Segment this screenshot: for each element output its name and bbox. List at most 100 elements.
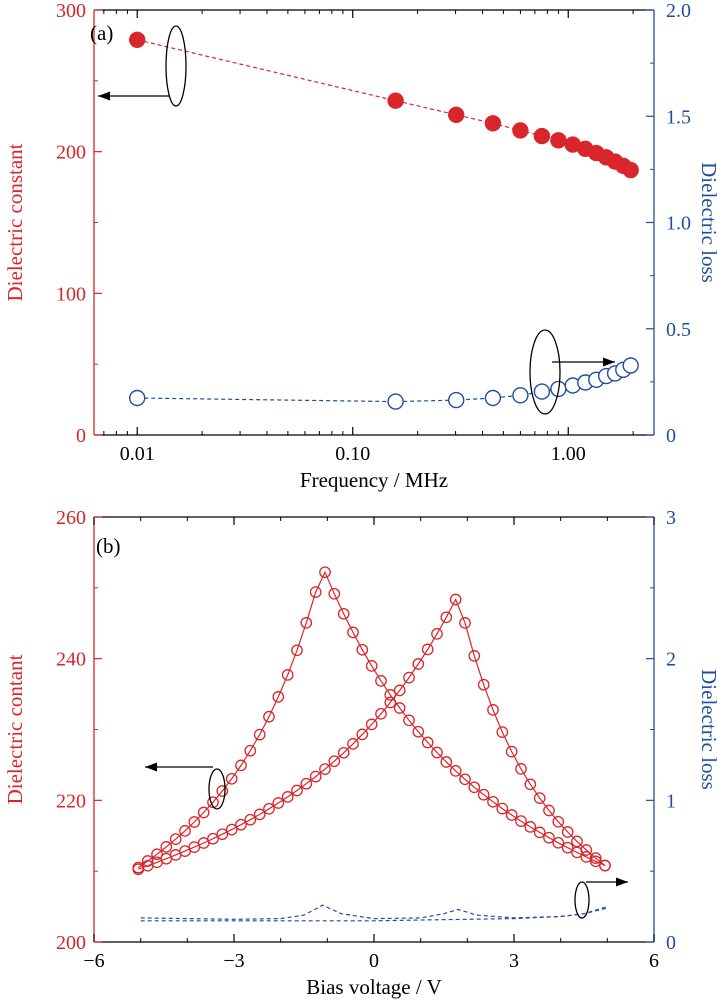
loop-reverse-point: [225, 772, 238, 785]
y-right-tick-label: 3: [666, 507, 676, 529]
loop-reverse-point: [365, 660, 378, 672]
loop-reverse-point: [459, 773, 471, 786]
series-left-line: [137, 39, 632, 171]
loop-forward-point: [244, 813, 257, 826]
y-left-tick-label: 100: [56, 283, 86, 305]
annotation-left-ellipse: [165, 25, 187, 107]
data-point-right: [512, 387, 529, 404]
loop-forward-point: [235, 818, 247, 831]
y-right-tick-label: 2: [666, 649, 676, 671]
loop-reverse-point: [393, 702, 406, 714]
loop-reverse-point: [272, 691, 285, 703]
loop-reverse-point: [543, 831, 555, 844]
y-left-tick-label: 260: [56, 507, 86, 529]
data-point-left: [128, 31, 146, 48]
loop-reverse-point: [188, 816, 201, 828]
loop-forward-point: [253, 808, 266, 821]
loop-forward-line: [138, 598, 606, 870]
y-right-tick-label: 0: [666, 425, 676, 447]
series-right-line: [140, 904, 608, 920]
loop-forward-point: [225, 823, 238, 836]
loop-forward-point: [487, 704, 499, 716]
loop-reverse-point: [253, 728, 266, 741]
loop-reverse-point: [487, 795, 499, 808]
loop-reverse-point: [421, 736, 434, 749]
loop-forward-point: [309, 770, 322, 783]
loop-reverse-point: [524, 821, 537, 833]
loop-reverse-point: [496, 802, 509, 815]
data-point-left: [622, 161, 639, 179]
loop-reverse-point: [141, 855, 154, 867]
annotation-right-ellipse: [574, 881, 590, 919]
y-right-tick-label: 1.0: [666, 213, 691, 235]
loop-reverse-line: [137, 570, 606, 869]
x-tick-label: 3: [509, 950, 519, 972]
data-point-left: [484, 115, 502, 132]
loop-reverse-point: [309, 586, 322, 598]
loop-reverse-point: [477, 788, 490, 801]
loop-reverse-point: [291, 644, 303, 657]
loop-forward-point: [468, 650, 481, 662]
x-axis-title: Bias voltage / V: [306, 975, 442, 999]
x-tick-label: 0.10: [335, 443, 370, 465]
loop-reverse-point: [132, 861, 145, 874]
loop-reverse-point: [244, 744, 257, 757]
loop-forward-point: [207, 832, 219, 845]
loop-reverse-point: [197, 806, 210, 819]
loop-forward-point: [505, 745, 518, 758]
loop-reverse-point: [431, 746, 443, 759]
loop-forward-point: [496, 726, 509, 738]
loop-forward-point: [263, 802, 275, 815]
annotation-left-ellipse: [208, 768, 226, 810]
loop-forward-point: [552, 815, 565, 828]
loop-reverse-point: [160, 841, 173, 853]
loop-forward-point: [393, 684, 406, 697]
loop-forward-point: [197, 837, 210, 849]
loop-forward-point: [459, 617, 471, 629]
annotation-right-ellipse: [529, 329, 561, 415]
y-left-tick-label: 0: [76, 425, 86, 447]
loop-reverse-point: [403, 714, 415, 727]
loop-reverse-point: [300, 616, 313, 629]
y-left-axis-title: Dielectric contant: [3, 654, 27, 804]
data-point-right: [533, 383, 551, 400]
loop-forward-point: [533, 792, 546, 804]
loop-forward-point: [337, 746, 350, 759]
loop-reverse-point: [151, 848, 163, 861]
data-point-right: [622, 357, 639, 374]
loop-reverse-point: [347, 626, 359, 639]
loop-reverse-point: [412, 725, 425, 738]
loop-reverse-point: [505, 809, 518, 821]
x-axis-title: Frequency / MHz: [300, 468, 448, 492]
y-left-tick-label: 240: [56, 649, 86, 671]
loop-forward-point: [291, 784, 303, 797]
loop-forward-point: [515, 763, 527, 775]
loop-reverse-point: [263, 710, 275, 723]
y-right-tick-label: 0: [666, 932, 676, 954]
loop-forward-point: [477, 678, 490, 691]
loop-forward-point: [272, 797, 285, 809]
y-right-tick-label: 1: [666, 790, 676, 812]
loop-reverse-point: [356, 643, 369, 656]
loop-reverse-point: [216, 785, 229, 797]
data-point-left: [533, 127, 551, 145]
panel-b: −6 −3 0 3 6 200 220 240 260 0 1 2 3 Bias voltage / V D…: [3, 507, 717, 999]
annotation-left-arrow-head: [98, 91, 110, 101]
y-right-axis-title: Dielectric loss: [697, 669, 717, 790]
loop-forward-point: [300, 777, 313, 790]
loop-reverse-point: [328, 587, 341, 600]
loop-reverse-point: [235, 759, 247, 772]
y-left-tick-label: 300: [56, 0, 86, 22]
loop-forward-point: [347, 738, 359, 750]
loop-reverse-point: [169, 833, 182, 845]
x-tick-label: 0: [369, 950, 379, 972]
y-left-tick-label: 220: [56, 790, 86, 812]
loop-forward-point: [188, 841, 201, 853]
annotation-left-arrow-head: [145, 762, 157, 772]
data-point-right: [484, 389, 502, 407]
x-tick-label: 1.00: [551, 443, 586, 465]
loop-reverse-point: [179, 825, 191, 837]
loop-reverse-point: [599, 859, 611, 872]
loop-forward-point: [431, 628, 443, 640]
x-tick-label: 6: [649, 950, 659, 972]
